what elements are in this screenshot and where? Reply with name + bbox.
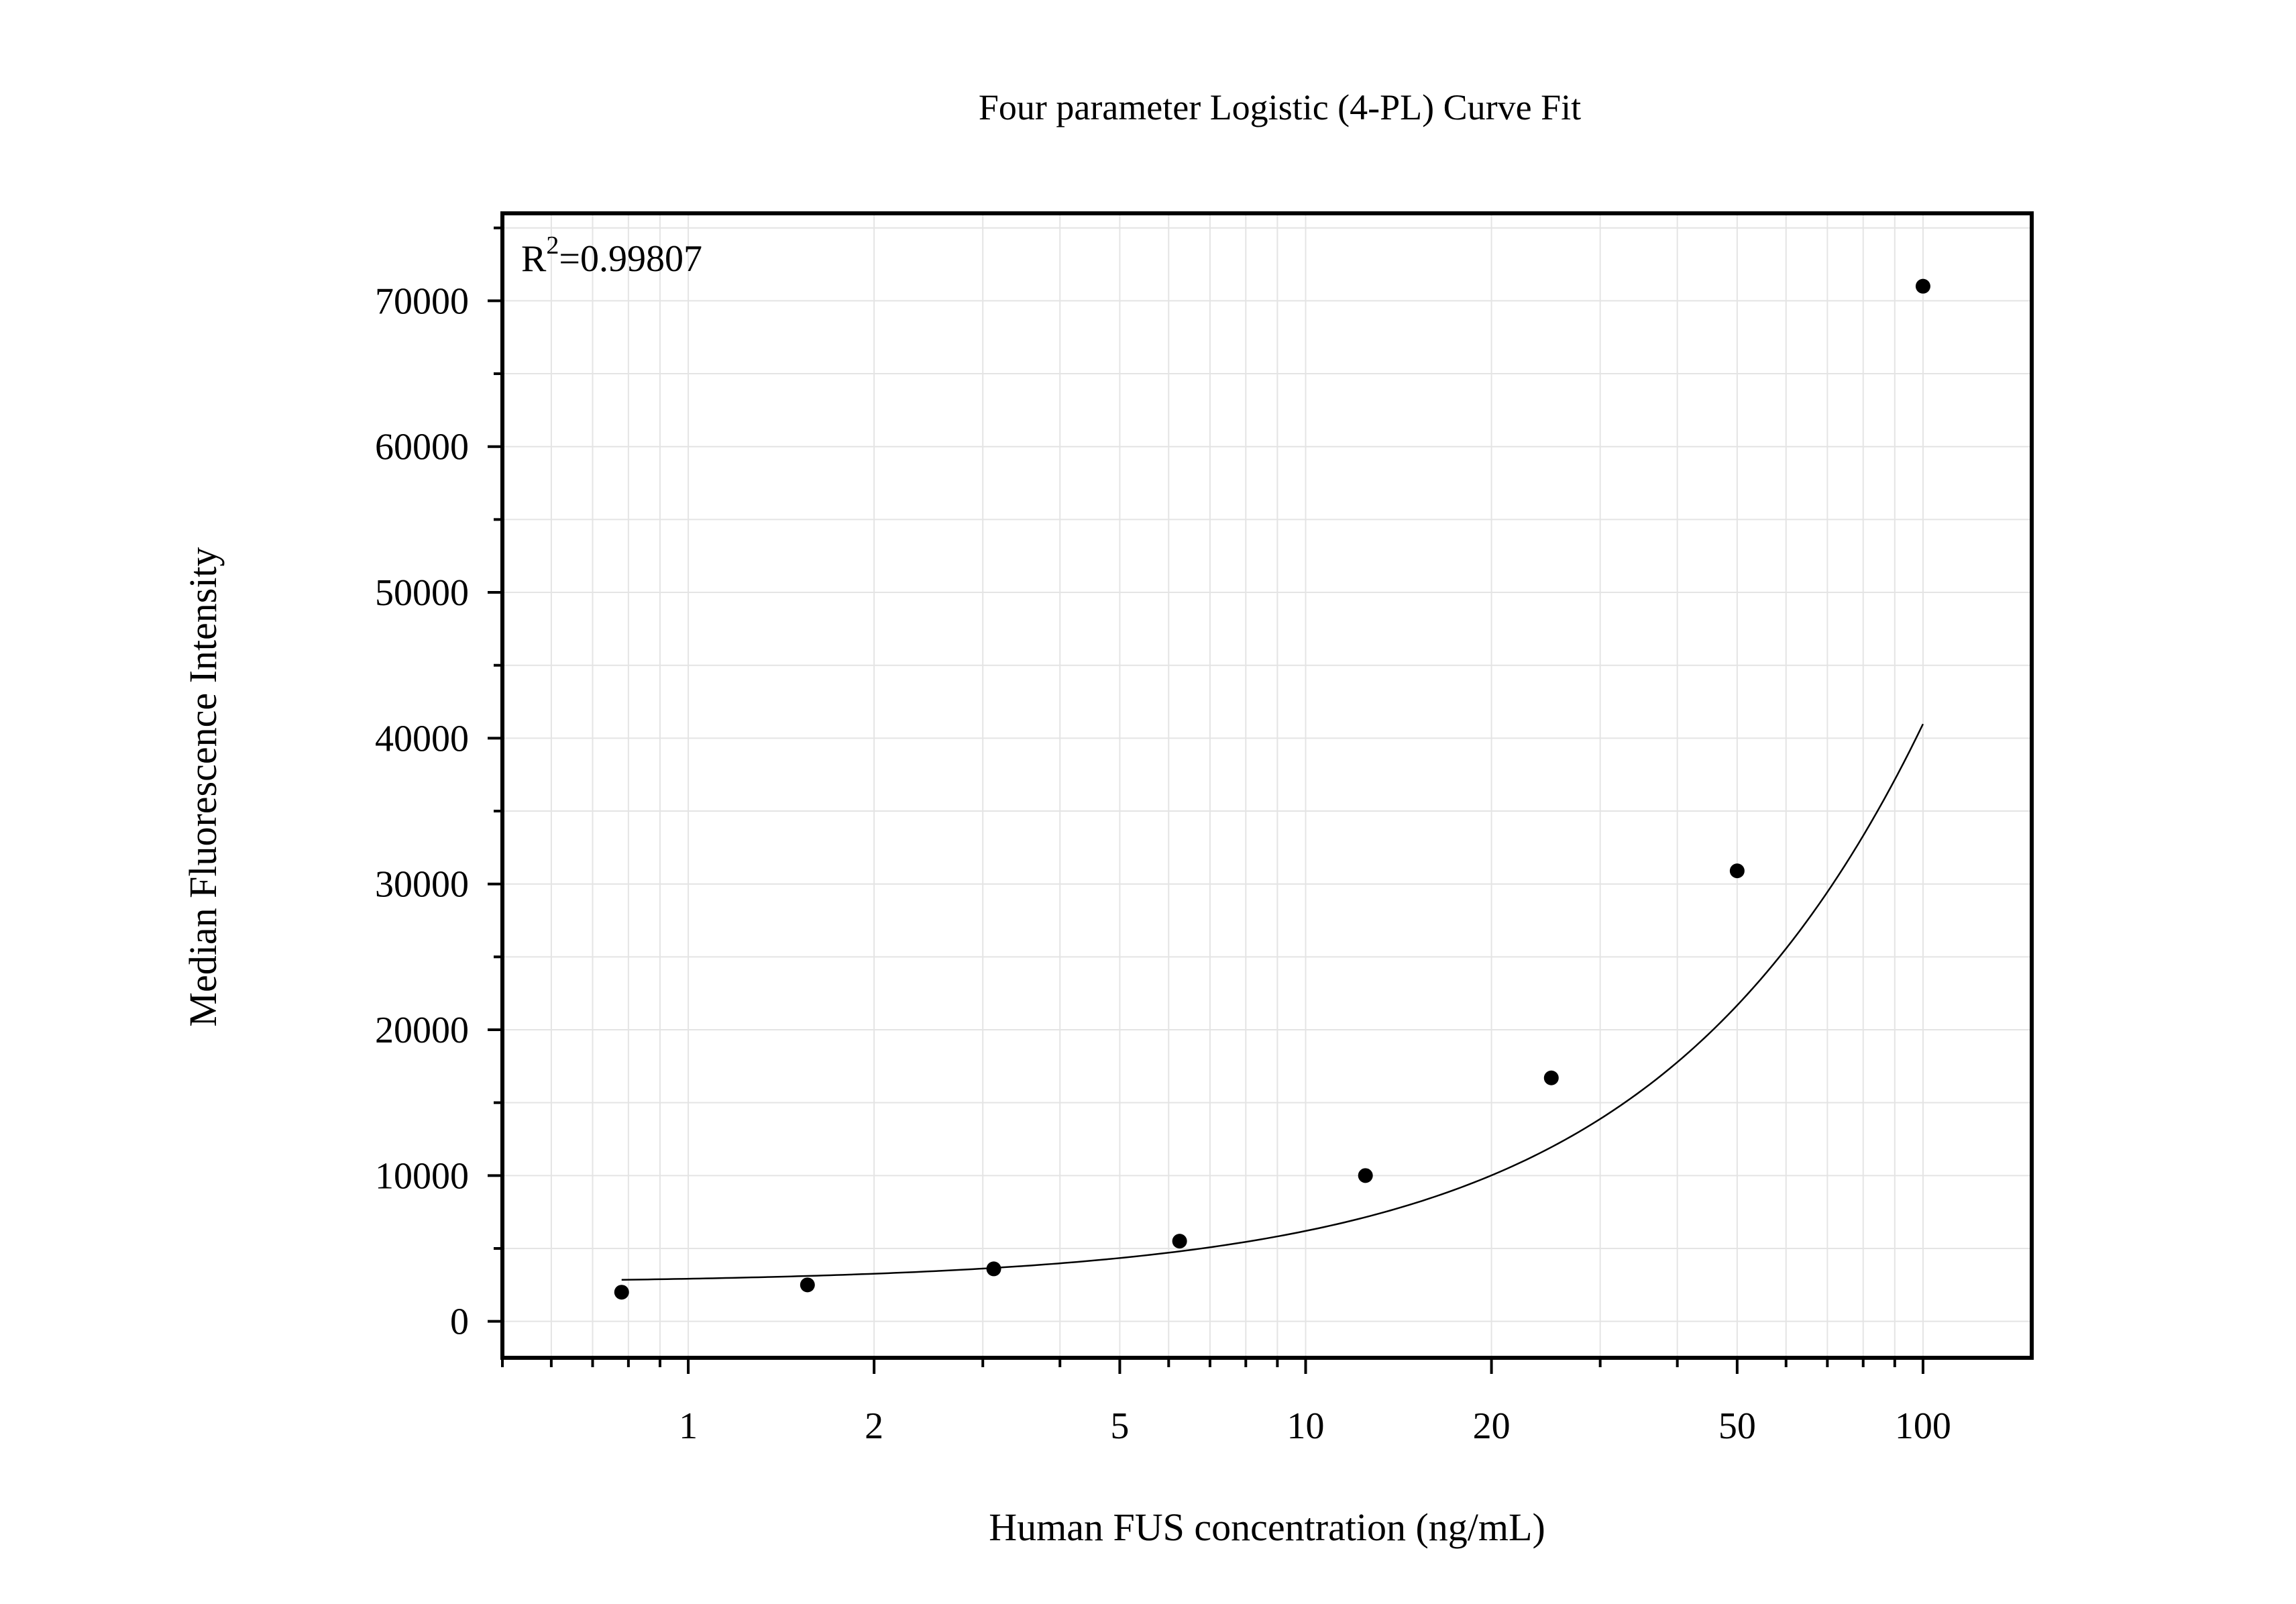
r2-prefix: R [521, 238, 547, 280]
x-tick-label: 20 [1473, 1405, 1511, 1447]
data-points [614, 278, 1930, 1300]
data-point [1729, 863, 1745, 879]
y-tick-label: 0 [450, 1301, 469, 1343]
r2-value: =0.99807 [559, 238, 702, 280]
y-tick-label: 20000 [375, 1010, 469, 1051]
data-point [986, 1261, 1001, 1277]
data-point [1358, 1168, 1373, 1183]
y-tick-label: 10000 [375, 1155, 469, 1197]
fit-curve [621, 723, 1924, 1281]
x-tick-label: 50 [1718, 1405, 1756, 1447]
y-gridlines [502, 227, 2032, 1322]
x-axis-label: Human FUS concentration (ng/mL) [989, 1505, 1545, 1549]
y-axis-ticks: 0 10000 20000 30000 40000 50000 60000 70000 [375, 226, 502, 1343]
data-point [800, 1277, 815, 1293]
r-squared-annotation: R2=0.99807 [521, 231, 702, 280]
y-tick-label: 30000 [375, 864, 469, 906]
y-tick-label: 60000 [375, 427, 469, 468]
r2-superscript: 2 [546, 231, 559, 260]
x-tick-label: 2 [865, 1405, 883, 1447]
x-gridlines [502, 213, 1924, 1358]
x-tick-label: 1 [679, 1405, 698, 1447]
y-tick-label: 40000 [375, 718, 469, 759]
x-tick-label: 100 [1895, 1405, 1951, 1447]
data-point [1172, 1234, 1187, 1249]
data-point [1915, 278, 1930, 294]
y-tick-label: 70000 [375, 280, 469, 322]
data-point [614, 1285, 629, 1300]
data-point [1543, 1070, 1559, 1085]
y-axis-label: Median Fluorescence Intensity [181, 547, 225, 1026]
y-tick-label: 50000 [375, 572, 469, 614]
x-tick-label: 10 [1287, 1405, 1324, 1447]
plot-frame [500, 211, 2034, 1360]
chart-title: Four parameter Logistic (4-PL) Curve Fit [979, 87, 1581, 127]
x-axis-ticks: 1 2 5 10 20 50 100 [501, 1358, 1951, 1447]
x-tick-label: 5 [1110, 1405, 1129, 1447]
